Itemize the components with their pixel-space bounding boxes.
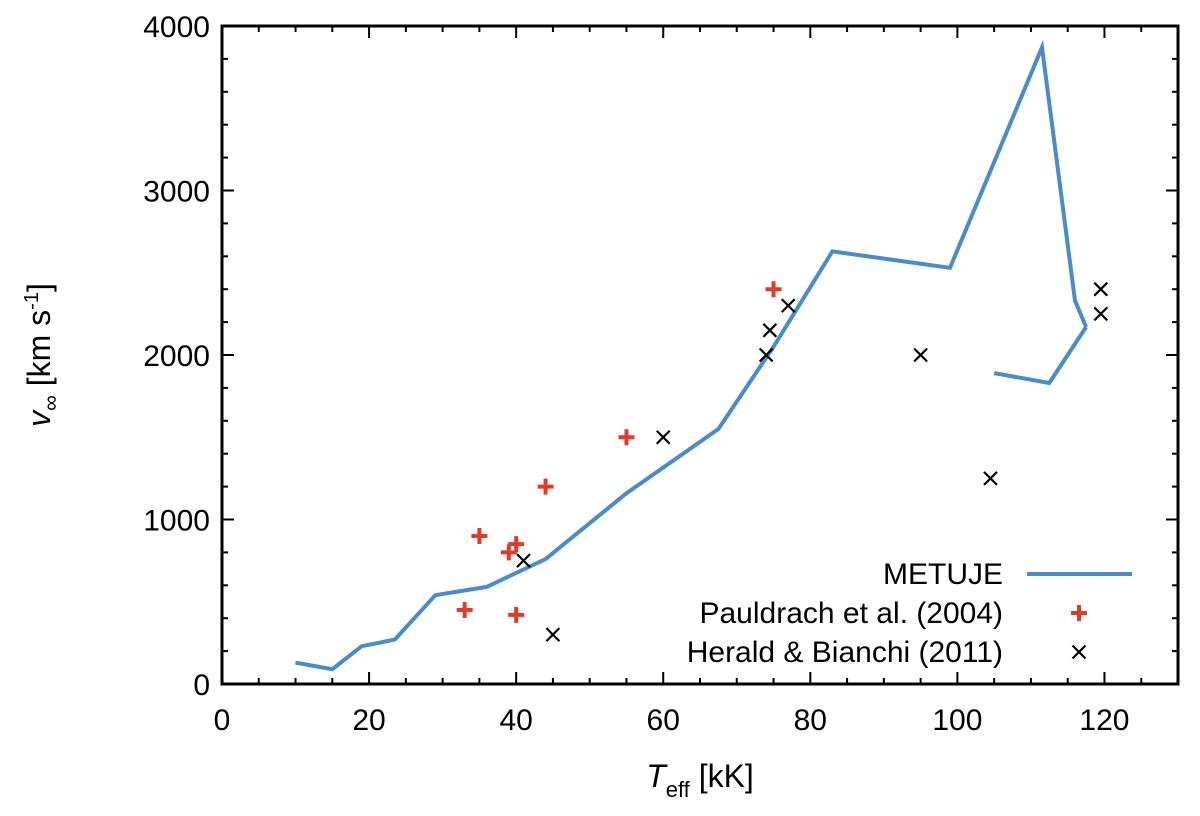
legend-swatch-herald: [1071, 644, 1087, 660]
pauldrach-point: [508, 536, 525, 553]
herald-series: [516, 281, 1109, 642]
pauldrach-point: [508, 606, 525, 623]
pauldrach-point: [500, 544, 517, 561]
legend: METUJE Pauldrach et al. (2004) Herald & …: [687, 558, 1132, 669]
herald-point: [780, 298, 796, 313]
y-tick-label: 2000: [143, 340, 210, 373]
herald-point: [913, 347, 928, 363]
x-axis-label: Teff [kK]: [646, 758, 754, 802]
plot-frame: [220, 24, 1180, 686]
pauldrach-point: [765, 281, 782, 298]
x-tick-label: 40: [499, 704, 532, 737]
metuje-line: [993, 325, 1088, 386]
legend-cross-marker: [1071, 644, 1087, 660]
x-tick-label: 80: [794, 704, 827, 737]
pauldrach-point: [471, 527, 488, 544]
herald-point: [1093, 306, 1109, 322]
x-tick-label: 0: [214, 704, 231, 737]
legend-label-pauldrach: Pauldrach et al. (2004): [699, 597, 1003, 630]
pauldrach-point: [456, 601, 473, 618]
x-tick-label: 60: [647, 704, 680, 737]
tick-labels: 0 20 40 60 80 100 120 0 1000 2000 3000 4000: [143, 11, 1129, 737]
x-tick-label: 20: [352, 704, 385, 737]
metuje-line: [295, 39, 1088, 672]
axis-ticks: [221, 25, 1179, 685]
herald-point: [983, 471, 998, 486]
y-tick-label: 1000: [143, 505, 210, 538]
legend-swatch-pauldrach: [1071, 605, 1087, 621]
x-tick-label: 100: [932, 704, 982, 737]
pauldrach-point: [618, 429, 635, 446]
pauldrach-series: [456, 281, 782, 623]
pauldrach-point: [537, 478, 554, 495]
herald-point: [545, 627, 561, 642]
legend-label-herald: Herald & Bianchi (2011): [687, 636, 1003, 669]
x-tick-label: 120: [1079, 704, 1129, 737]
legend-label-metuje: METUJE: [883, 558, 1003, 591]
y-tick-label: 3000: [143, 176, 210, 209]
y-tick-label: 4000: [143, 11, 210, 44]
y-axis-label: v∞ [km s-1]: [21, 283, 63, 427]
metuje-series: [295, 39, 1088, 672]
legend-plus-marker: [1071, 605, 1087, 621]
herald-point: [758, 347, 774, 363]
y-tick-label: 0: [193, 669, 210, 702]
herald-point: [516, 553, 531, 568]
herald-point: [655, 429, 671, 445]
herald-point: [762, 323, 778, 338]
herald-point: [1093, 281, 1109, 297]
